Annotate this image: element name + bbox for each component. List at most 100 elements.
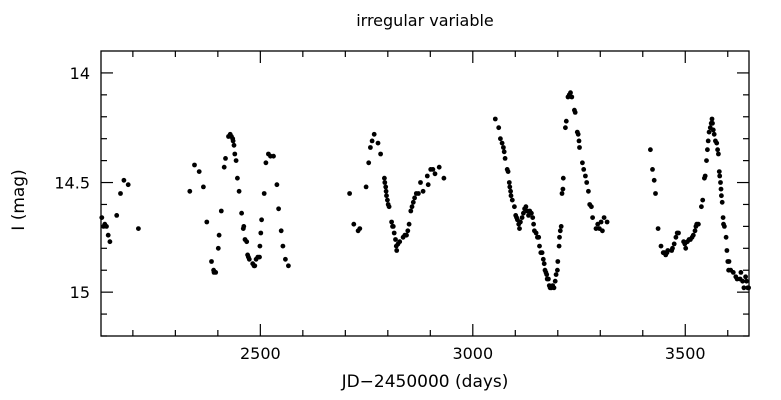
data-point: [711, 131, 717, 137]
data-point: [589, 204, 594, 210]
data-point: [258, 230, 264, 236]
data-point: [593, 226, 599, 232]
data-point: [218, 208, 224, 214]
data-point: [692, 228, 698, 234]
data-point: [723, 234, 729, 240]
data-point: [231, 142, 237, 148]
data-point: [586, 188, 591, 194]
data-point: [572, 110, 578, 115]
data-point: [506, 180, 512, 185]
data-point: [501, 145, 506, 150]
data-point: [653, 191, 658, 196]
data-point: [704, 158, 709, 164]
data-point: [540, 256, 546, 262]
y-tick-label: 14.5: [54, 174, 90, 193]
data-point: [244, 239, 250, 245]
data-point: [563, 125, 568, 131]
data-point: [533, 230, 539, 236]
data-point: [505, 169, 511, 175]
data-point: [105, 232, 111, 238]
data-point: [241, 224, 247, 229]
data-point: [557, 234, 562, 240]
y-axis-label: I (mag): [9, 169, 29, 230]
data-point: [257, 254, 262, 260]
data-point: [283, 256, 288, 262]
data-point: [383, 184, 389, 190]
data-point: [347, 191, 352, 196]
data-point: [508, 193, 514, 199]
data-point: [539, 250, 545, 256]
data-point: [658, 243, 664, 249]
data-point: [259, 217, 264, 223]
data-point: [665, 248, 671, 253]
data-point: [560, 175, 566, 181]
data-point: [719, 193, 724, 199]
data-point: [121, 177, 127, 183]
data-point: [670, 245, 675, 251]
data-point: [386, 204, 392, 210]
data-point: [575, 131, 581, 137]
data-point: [716, 169, 722, 175]
data-point: [246, 256, 252, 262]
data-point: [718, 180, 723, 185]
data-point: [351, 221, 357, 227]
data-point: [569, 94, 575, 100]
data-point: [521, 210, 526, 216]
data-point: [705, 147, 710, 153]
data-point: [118, 191, 123, 196]
data-point: [648, 147, 653, 153]
data-point: [424, 173, 430, 179]
data-point: [276, 206, 281, 212]
data-point: [722, 224, 727, 229]
x-tick-label: 2500: [240, 344, 281, 363]
data-point: [378, 151, 383, 157]
data-point: [410, 199, 416, 205]
data-point: [718, 186, 724, 192]
data-point: [366, 160, 372, 166]
data-point: [274, 182, 280, 188]
data-point: [690, 232, 696, 238]
data-point: [271, 153, 276, 159]
data-point: [107, 239, 113, 245]
data-point: [719, 199, 725, 205]
data-point: [239, 210, 245, 216]
data-point: [394, 248, 400, 253]
data-point: [530, 215, 536, 221]
data-point: [397, 239, 403, 245]
data-point: [412, 195, 417, 201]
data-point: [223, 156, 228, 161]
data-point: [577, 145, 582, 150]
data-point: [584, 180, 590, 185]
data-point: [213, 270, 219, 275]
data-point: [441, 175, 447, 181]
data-point: [409, 204, 415, 210]
data-point: [683, 245, 689, 251]
data-point: [278, 228, 284, 234]
data-point: [233, 158, 239, 164]
x-axis-label: JD−2450000 (days): [341, 372, 509, 392]
data-point: [280, 243, 286, 249]
data-point: [286, 263, 291, 269]
data-point: [518, 219, 523, 225]
axis-ticks: [101, 51, 749, 337]
data-point: [531, 221, 536, 227]
data-point: [187, 188, 193, 194]
data-point: [544, 272, 550, 277]
data-point: [507, 184, 513, 190]
data-point: [699, 204, 704, 210]
data-point: [215, 245, 221, 251]
data-point: [425, 182, 431, 188]
data-point: [519, 215, 525, 221]
data-point: [676, 230, 681, 236]
data-point: [730, 270, 736, 275]
data-point: [125, 182, 131, 188]
data-point: [558, 224, 564, 229]
data-point: [221, 164, 227, 170]
data-point: [192, 162, 197, 168]
data-point: [499, 140, 505, 146]
data-point: [368, 145, 373, 150]
y-tick-label: 14: [70, 64, 90, 83]
data-point: [508, 188, 513, 194]
data-point: [406, 221, 412, 227]
data-point: [363, 184, 369, 190]
